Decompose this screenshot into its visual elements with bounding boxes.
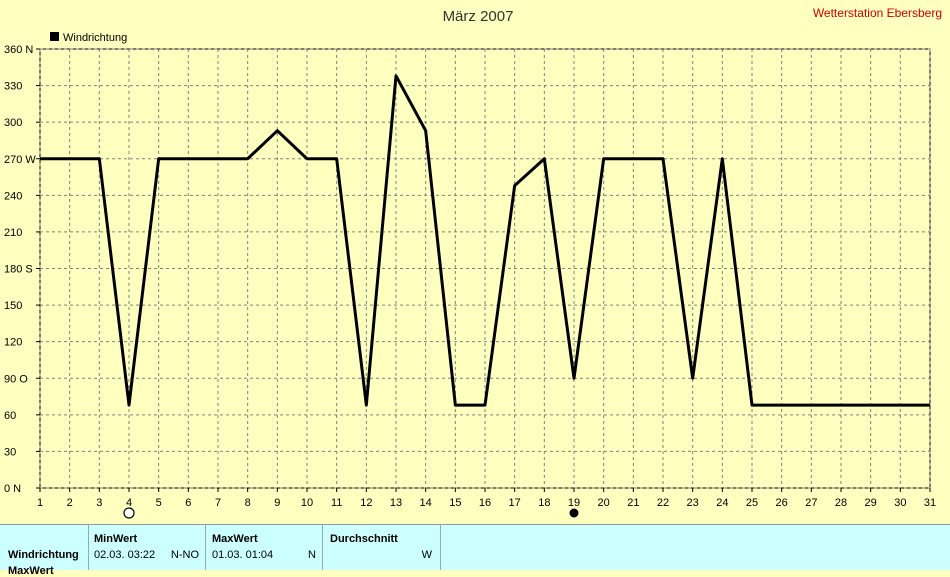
min-date: 02.03. 03:22: [94, 549, 155, 561]
max-direction: N: [308, 549, 316, 561]
station-name: Wetterstation Ebersberg: [813, 6, 942, 20]
x-tick-label: 24: [716, 497, 728, 509]
stats-avg-column: Durchschnitt W: [323, 525, 441, 570]
x-tick-label: 21: [627, 497, 639, 509]
x-tick-label: 31: [924, 497, 936, 509]
y-tick-label: 60: [4, 410, 16, 422]
x-tick-label: 26: [776, 497, 788, 509]
x-tick-label: 27: [805, 497, 817, 509]
x-tick-label: 3: [96, 497, 102, 509]
grid: [40, 49, 930, 488]
x-tick-label: 18: [538, 497, 550, 509]
x-tick-label: 4: [126, 497, 132, 509]
min-direction: N-NO: [171, 549, 199, 561]
x-tick-label: 11: [331, 497, 342, 509]
x-tick-label: 15: [449, 497, 461, 509]
y-tick-label: 210: [4, 227, 22, 239]
y-tick-label: 240: [4, 190, 22, 202]
y-axis: 0 N 30 60 90 O 120 150 180 S 210 240 270 W 300 330 3…: [4, 44, 40, 495]
x-tick-label: 25: [746, 497, 758, 509]
x-tick-label: 6: [185, 497, 191, 509]
x-tick-label: 7: [215, 497, 221, 509]
legend-swatch: [50, 32, 59, 41]
x-tick-label: 22: [657, 497, 669, 509]
x-tick-label: 13: [390, 497, 402, 509]
x-tick-label: 30: [894, 497, 906, 509]
y-tick-label: 270 W: [4, 154, 36, 166]
y-tick-label: 180 S: [4, 264, 33, 276]
x-tick-label: 20: [598, 497, 610, 509]
y-tick-label: 330: [4, 81, 22, 93]
x-tick-label: 16: [479, 497, 491, 509]
x-tick-label: 1: [37, 497, 43, 509]
y-tick-label: 0 N: [4, 483, 21, 495]
full-moon-icon: [124, 508, 134, 518]
stats-min-column: MinWert 02.03. 03:22 N-NO: [89, 525, 206, 570]
x-tick-label: 8: [245, 497, 251, 509]
stats-label-column: Windrichtung MaxWert: [0, 525, 89, 570]
chart-title: März 2007: [443, 8, 514, 25]
chart: März 2007 Wetterstation Ebersberg Windri…: [0, 0, 950, 524]
stats-row-label-2: MaxWert: [8, 565, 54, 577]
new-moon-icon: [570, 509, 578, 517]
x-tick-label: 10: [301, 497, 313, 509]
x-tick-label: 5: [156, 497, 162, 509]
y-tick-label: 300: [4, 117, 22, 129]
x-tick-label: 28: [835, 497, 847, 509]
avg-direction: W: [422, 549, 432, 561]
x-tick-label: 23: [687, 497, 699, 509]
x-tick-label: 17: [509, 497, 521, 509]
y-tick-label: 360 N: [4, 44, 33, 56]
y-tick-label: 90 O: [4, 373, 28, 385]
y-tick-label: 30: [4, 446, 16, 458]
stats-row-label: Windrichtung: [8, 549, 79, 561]
moon-markers: [124, 508, 578, 518]
x-tick-label: 12: [360, 497, 372, 509]
y-tick-label: 150: [4, 300, 22, 312]
stats-max-column: MaxWert 01.03. 01:04 N: [206, 525, 323, 570]
min-header: MinWert: [94, 533, 137, 545]
x-tick-label: 19: [568, 497, 580, 509]
y-tick-label: 120: [4, 337, 22, 349]
x-tick-label: 14: [420, 497, 432, 509]
x-tick-label: 2: [67, 497, 73, 509]
x-tick-label: 29: [865, 497, 877, 509]
x-tick-label: 9: [274, 497, 280, 509]
max-header: MaxWert: [212, 533, 258, 545]
max-date: 01.03. 01:04: [212, 549, 273, 561]
avg-header: Durchschnitt: [330, 533, 398, 545]
stats-panel: Windrichtung MaxWert MinWert 02.03. 03:2…: [0, 524, 950, 570]
legend-label: Windrichtung: [63, 32, 127, 44]
